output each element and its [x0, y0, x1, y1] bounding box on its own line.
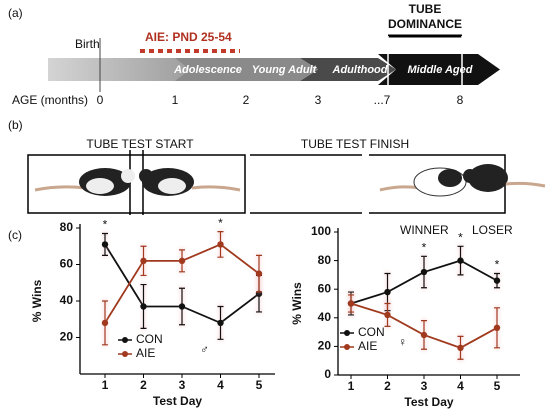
point — [457, 257, 464, 264]
age-tick: ...7 — [374, 93, 391, 107]
y-axis-label: % Wins — [30, 279, 44, 322]
x-tick-label: 1 — [348, 379, 355, 393]
stage-label: Adulthood — [332, 64, 388, 76]
timeline-bar — [175, 58, 318, 81]
point — [140, 257, 147, 265]
y-tick-label: 60 — [318, 281, 332, 295]
timeline-arrow — [378, 54, 500, 85]
x-tick-label: 5 — [494, 379, 501, 393]
legend-marker — [122, 337, 128, 343]
age-tick: 3 — [315, 93, 322, 107]
tube — [27, 154, 246, 214]
x-axis-label: Test Day — [404, 395, 453, 409]
sex-symbol: ♂ — [200, 342, 209, 356]
x-tick-label: 2 — [140, 378, 147, 392]
significance: * — [458, 230, 463, 244]
winner-label: WINNER — [400, 223, 449, 237]
timeline-bar — [300, 58, 396, 81]
point — [101, 241, 109, 248]
significance: * — [422, 240, 427, 254]
finish-label: TUBE TEST FINISH — [301, 137, 409, 151]
panel-label: (b) — [8, 118, 23, 132]
y-tick-label: 80 — [318, 253, 332, 267]
dominance-label: DOMINANCE — [388, 17, 462, 31]
y-tick-label: 40 — [60, 293, 74, 307]
point — [178, 303, 186, 310]
stage-label: Middle Aged — [408, 64, 473, 76]
legend-marker — [344, 344, 350, 350]
significance: * — [218, 216, 223, 230]
age-tick: 8 — [457, 93, 464, 107]
point — [384, 288, 391, 296]
point — [384, 311, 391, 319]
point — [178, 257, 186, 265]
age-tick: 2 — [243, 93, 250, 107]
point — [217, 319, 224, 327]
age-axis-label: AGE (months) — [12, 93, 88, 107]
age-ticks: 0 1 2 3 ...7 8 — [97, 93, 464, 107]
x-tick-label: 5 — [256, 378, 263, 392]
point — [101, 319, 109, 327]
y-tick-label: 40 — [318, 310, 332, 324]
legend-label: CON — [358, 325, 385, 339]
x-tick-label: 4 — [217, 378, 224, 392]
point — [420, 268, 428, 276]
x-tick-label: 3 — [421, 379, 428, 393]
age-tick: 0 — [97, 93, 104, 107]
y-tick-label: 60 — [60, 257, 74, 271]
point — [347, 300, 355, 307]
significance: * — [103, 218, 108, 232]
legend-label: CON — [136, 332, 163, 346]
y-tick-label: 100 — [311, 224, 331, 238]
x-tick-label: 2 — [384, 379, 391, 393]
significance: * — [495, 258, 500, 272]
point — [493, 277, 501, 284]
point — [457, 344, 464, 352]
stage-label: Young Adult — [252, 64, 318, 76]
panel-label: (a) — [8, 6, 23, 20]
x-axis-label: Test Day — [153, 394, 202, 408]
x-tick-label: 1 — [102, 378, 109, 392]
legend-label: AIE — [136, 346, 155, 360]
y-tick-label: 80 — [60, 220, 74, 234]
stage-label: Adolescence — [173, 64, 242, 76]
rats — [34, 164, 546, 197]
x-tick-label: 4 — [457, 379, 464, 393]
start-label: TUBE TEST START — [86, 137, 194, 151]
point — [420, 331, 428, 339]
x-tick-label: 3 — [179, 378, 186, 392]
tube — [250, 154, 506, 214]
sex-symbol: ♀ — [398, 335, 407, 349]
panel-label: (c) — [8, 228, 22, 242]
timeline-bar — [48, 58, 200, 81]
loser-label: LOSER — [472, 223, 513, 237]
point — [255, 270, 263, 277]
legend-marker — [344, 330, 350, 336]
legend-label: AIE — [358, 339, 377, 353]
dominance-label: TUBE — [409, 2, 442, 16]
aie-label: AIE: PND 25-54 — [145, 30, 232, 44]
point — [493, 324, 501, 332]
birth-label: Birth — [75, 37, 100, 51]
y-axis-label: % Wins — [290, 282, 304, 325]
y-tick-label: 0 — [324, 367, 331, 381]
legend-marker — [122, 351, 128, 357]
point — [217, 241, 224, 248]
point — [140, 303, 147, 310]
age-tick: 1 — [172, 93, 179, 107]
y-tick-label: 20 — [60, 330, 74, 344]
y-tick-label: 20 — [318, 339, 332, 353]
